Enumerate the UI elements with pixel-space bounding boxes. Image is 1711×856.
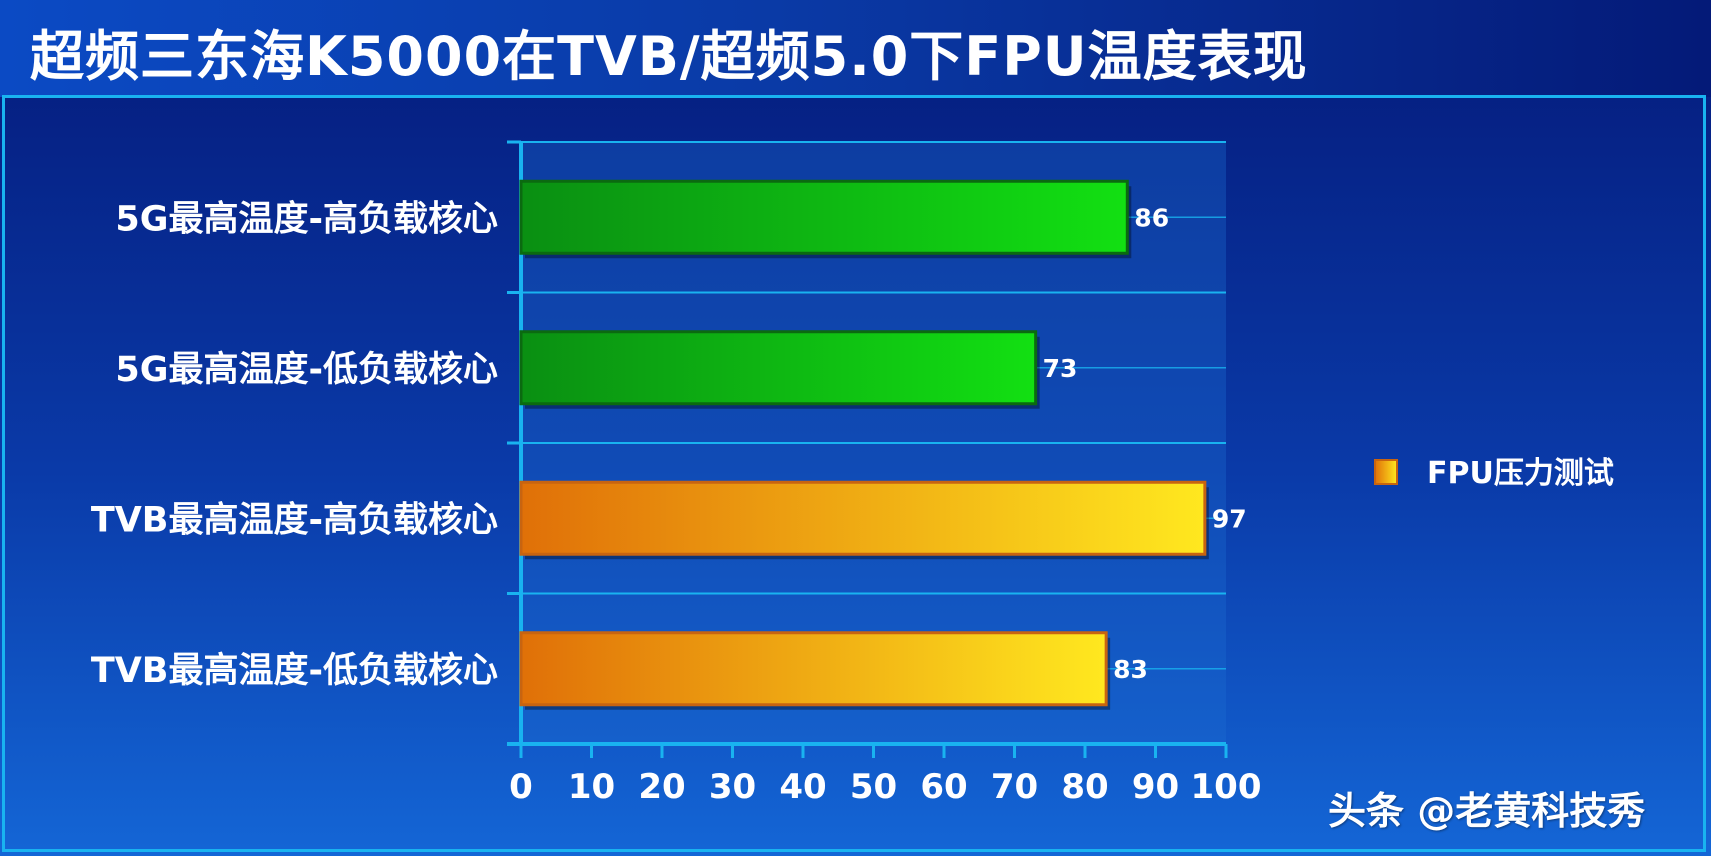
x-tick-label: 90 [1132,767,1179,807]
legend-swatch [1374,459,1398,485]
category-label: TVB最高温度-高负载核心 [91,500,498,540]
x-tick-label: 60 [920,767,967,807]
x-tick-label: 70 [991,767,1038,807]
bar [519,330,1038,406]
title-bar: 超频三东海K5000在TVB/超频5.0下FPU温度表现 [0,0,1711,97]
x-tick-label: 30 [709,767,756,807]
watermark: 头条 @老黄科技秀 [1328,789,1646,833]
x-tick-label: 80 [1061,767,1108,807]
x-tick-label: 10 [568,767,615,807]
x-tick-label: 100 [1191,767,1262,807]
category-label: 5G最高温度-低负载核心 [115,350,498,390]
x-tick-label: 20 [638,767,685,807]
legend-label: FPU压力测试 [1427,456,1614,491]
value-label: 86 [1134,203,1169,232]
value-label: 97 [1212,504,1247,533]
bar [519,480,1207,556]
x-tick-label: 0 [509,767,533,807]
category-label: 5G最高温度-高负载核心 [115,199,498,239]
page-title: 超频三东海K5000在TVB/超频5.0下FPU温度表现 [30,25,1308,88]
bar [519,179,1129,255]
value-label: 73 [1043,354,1078,383]
category-label: TVB最高温度-低负载核心 [91,651,498,691]
value-label: 83 [1113,655,1148,684]
bar [519,631,1108,707]
x-tick-label: 50 [850,767,897,807]
plot-frame [2,95,1706,852]
x-tick-label: 40 [779,767,826,807]
